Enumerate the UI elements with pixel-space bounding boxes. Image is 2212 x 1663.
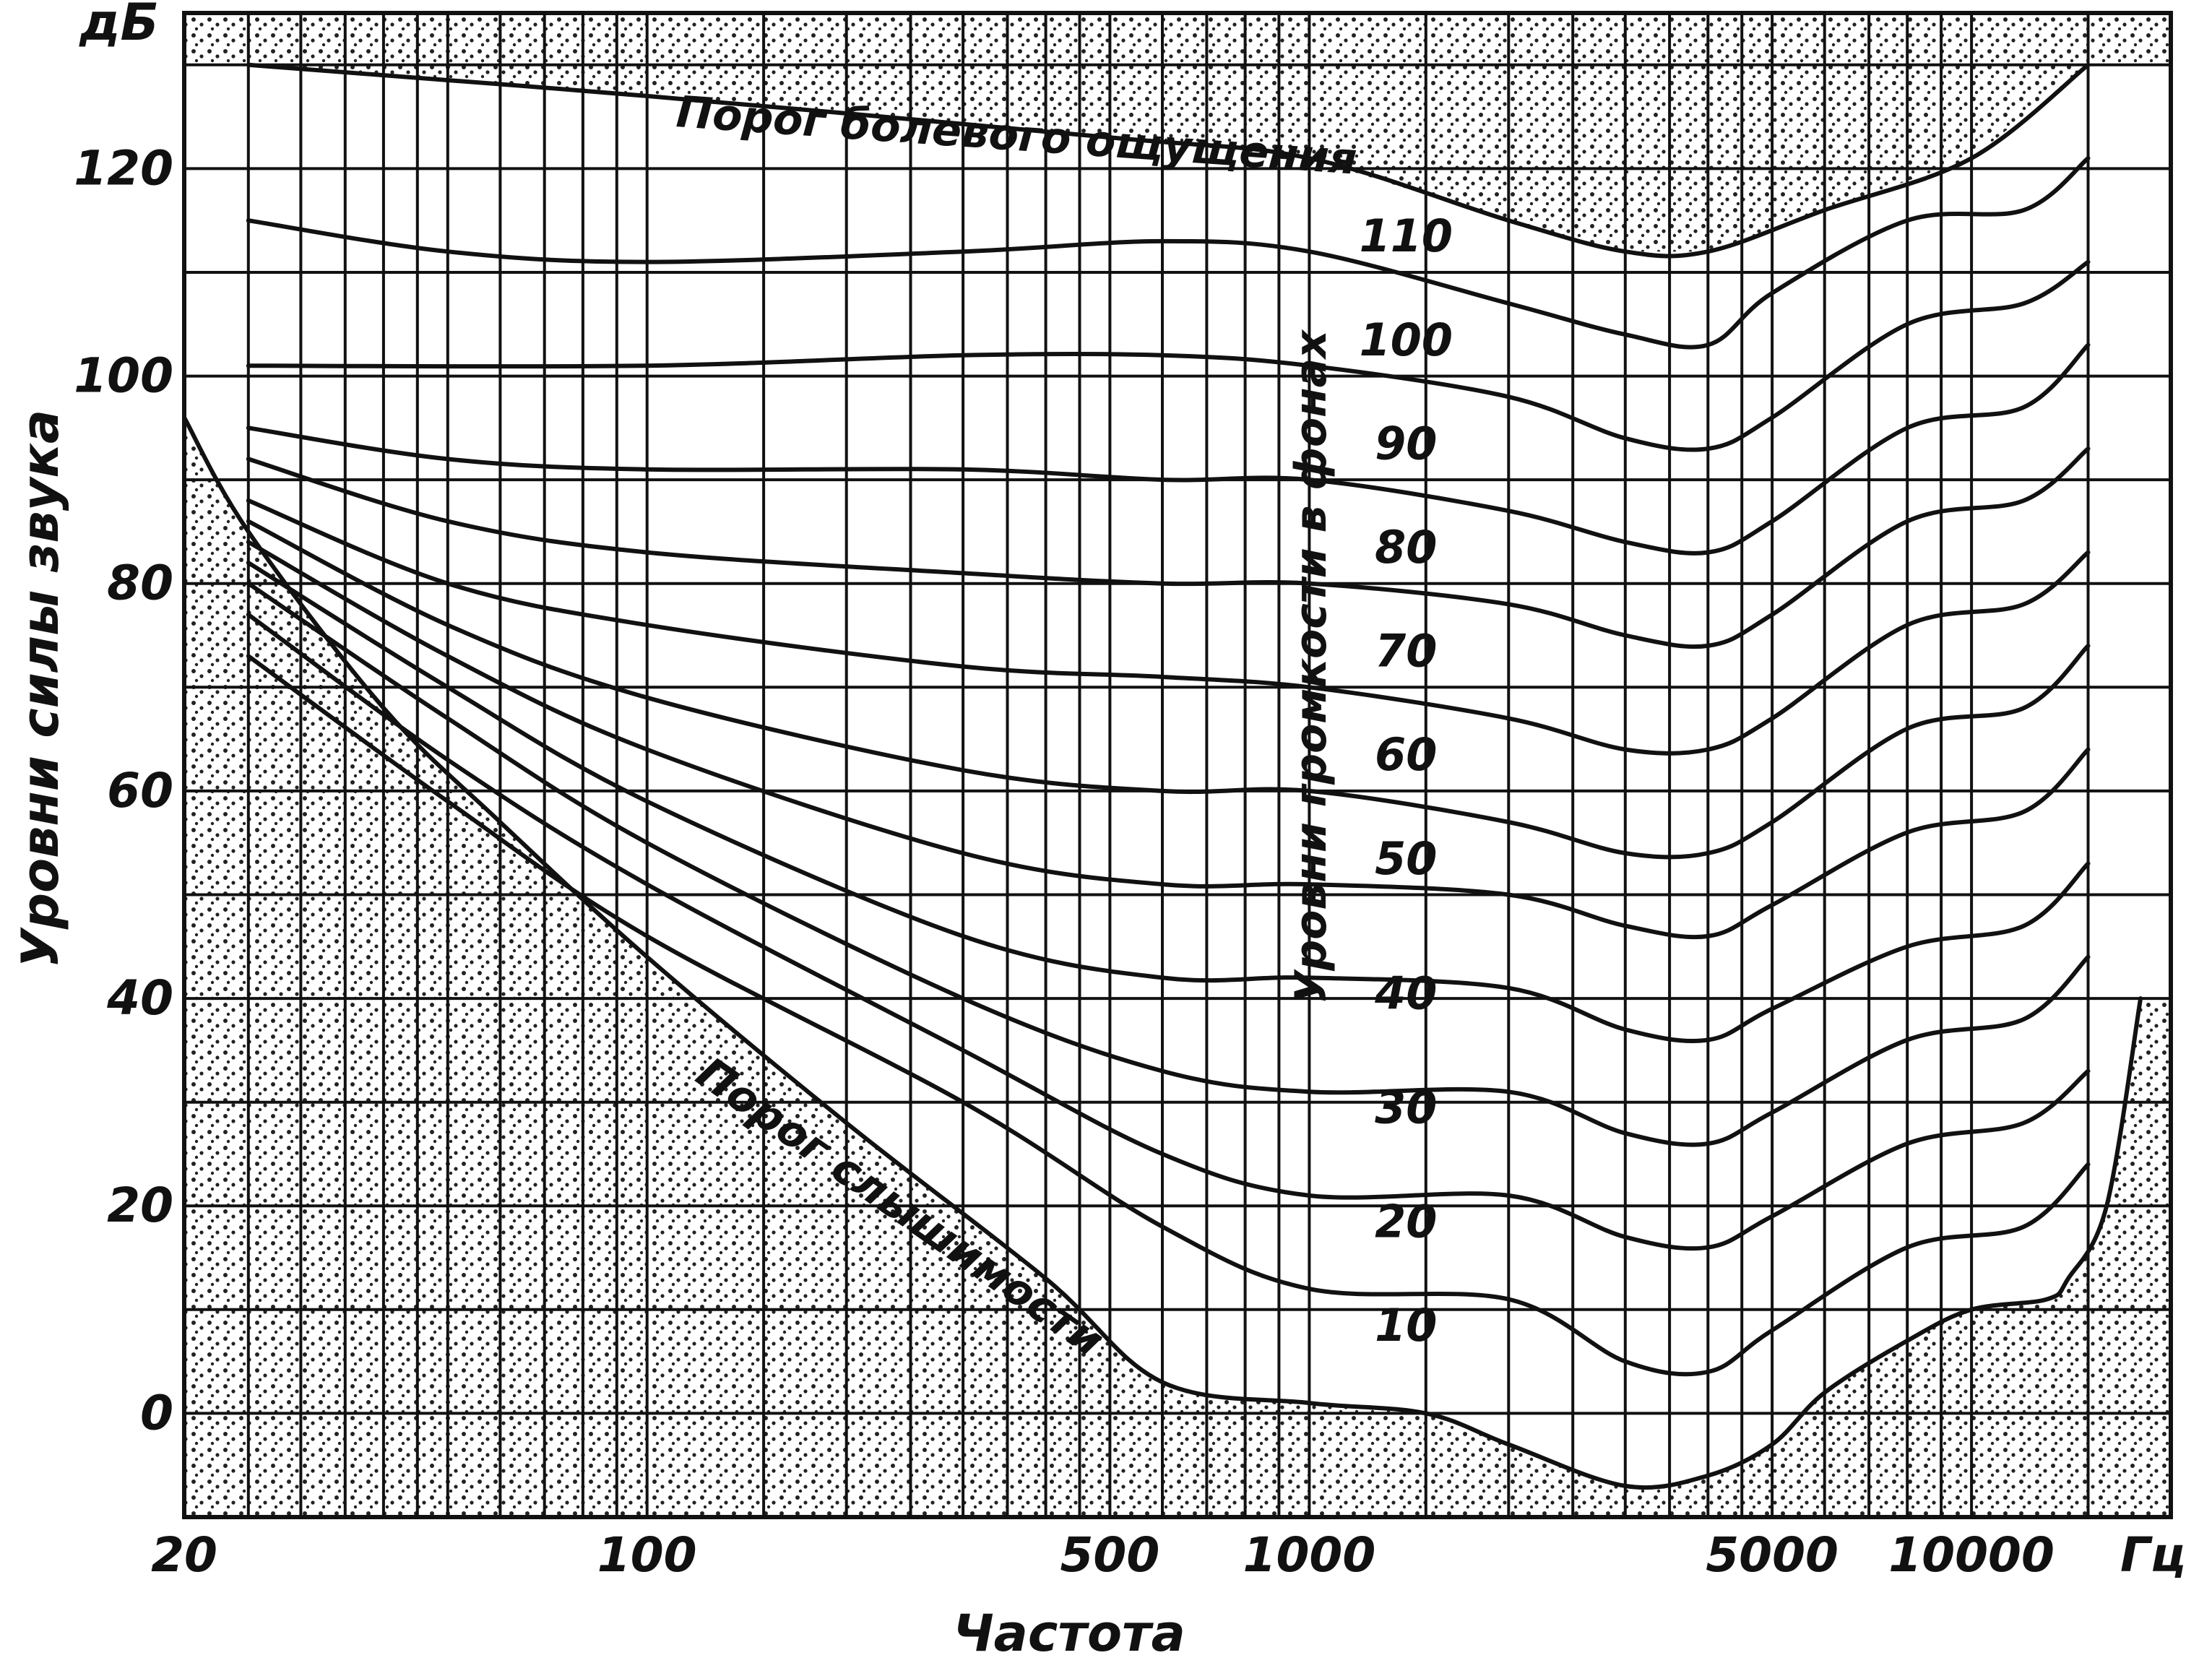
x-tick-label: 100 [597,1527,697,1583]
phon-axis-label: Уровни громкости в фонах [1286,329,1336,1004]
y-tick-label: 80 [107,556,173,611]
curve-label: 80 [1375,521,1437,574]
shaded-below-hearing-threshold [184,418,2171,1517]
curve-label: 110 [1360,210,1453,262]
x-tick-label: 1000 [1243,1527,1376,1583]
loudness-curve-70 [246,498,2091,756]
shaded-regions [184,13,2171,1517]
curve-label: 90 [1375,417,1437,470]
y-tick-labels: 0 20 40 60 80 100 120 [74,140,173,1440]
x-tick-label: 10000 [1888,1527,2055,1583]
curve-label: 50 [1375,832,1437,885]
curves [182,62,2143,1490]
loudness-curve-20 [246,612,2091,1251]
hearing-threshold-curve [182,415,2143,1490]
x-unit-label: Гц [2120,1527,2186,1583]
x-tick-label: 500 [1060,1527,1160,1583]
x-tick-labels: 20 100 500 1000 5000 10000 [151,1527,2055,1583]
loudness-curve-100 [246,259,2091,452]
y-tick-label: 120 [74,140,173,196]
loudness-curve-90 [246,342,2091,556]
y-tick-label: 0 [140,1385,173,1440]
curve-label: 70 [1375,625,1437,678]
curve-label: 20 [1375,1195,1437,1248]
y-unit-label: дБ [79,0,159,52]
loudness-curve-30 [246,581,2091,1147]
y-axis-title: Уровни силы звука [11,410,70,968]
curve-label: 100 [1360,314,1453,366]
y-tick-label: 40 [106,970,173,1026]
curve-label: 10 [1375,1299,1437,1352]
plot-frame [182,11,2173,1519]
loudness-curve-50 [246,540,2091,940]
y-tick-label: 20 [107,1178,173,1233]
y-tick-label: 100 [74,348,173,404]
loudness-curve-60 [246,519,2091,860]
x-tick-label: 5000 [1706,1527,1839,1583]
pain-threshold-curve [246,62,2091,259]
curve-label: 30 [1375,1081,1437,1133]
curve-labels: 110 100 90 80 70 60 50 40 30 20 10 [1360,210,1453,1352]
loudness-curve-80 [246,446,2091,649]
loudness-curve-40 [246,561,2091,1043]
y-tick-label: 60 [107,763,173,818]
x-tick-label: 20 [151,1527,217,1583]
x-axis-title: Частота [953,1604,1185,1663]
shaded-above-pain-threshold [184,13,2171,252]
curve-label: 40 [1374,967,1437,1019]
loudness-curve-110 [246,156,2091,350]
curve-label: 60 [1375,728,1437,781]
